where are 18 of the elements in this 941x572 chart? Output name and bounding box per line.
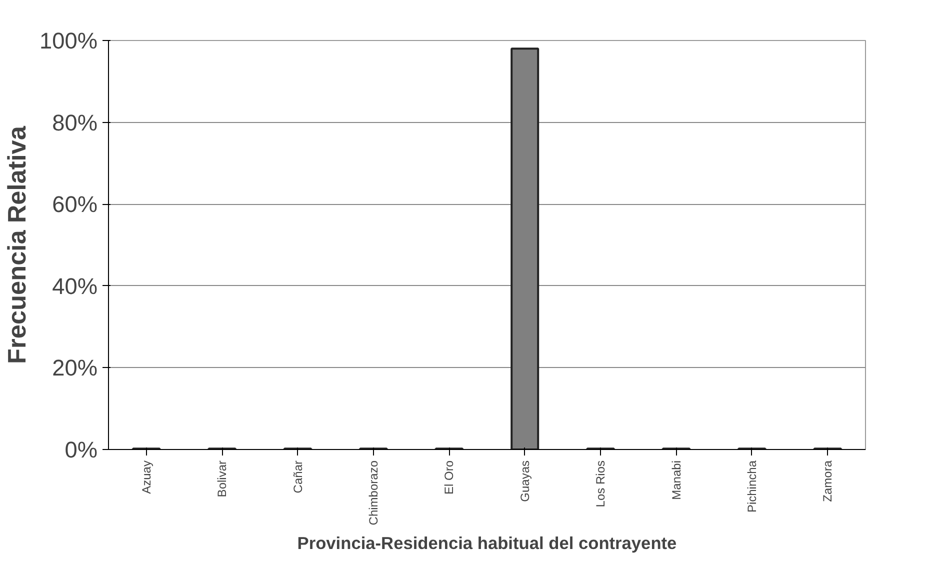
y-axis-title: Frecuencia Relativa [4,125,32,364]
y-tick-label: 20% [52,354,98,381]
x-tick-label: Azuay [139,460,154,494]
y-tick-label: 60% [52,191,98,218]
x-axis-title: Provincia-Residencia habitual del contrayente [297,533,678,554]
x-tick-label: Zamora [820,460,835,502]
x-tick-label: Guayas [518,460,532,502]
y-tick-label: 40% [52,272,98,299]
x-tick-label: Cañar [290,460,305,494]
y-tick-label: 100% [40,28,98,54]
x-tick-label: El Oro [442,460,456,495]
x-tick-label: Los Rios [594,460,608,508]
x-tick-label: Bolivar [215,460,230,498]
y-tick-label: 0% [64,436,98,462]
y-tick-label: 80% [52,109,98,136]
x-tick-label: Manabi [669,460,684,500]
x-tick-label: Chimborazo [366,460,380,526]
x-tick-label: Pichincha [744,460,759,513]
